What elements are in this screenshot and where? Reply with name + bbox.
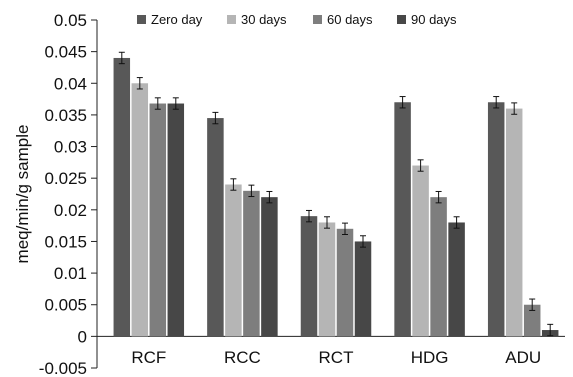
legend-label-s1: 30 days — [241, 12, 287, 27]
bar-rcf-s0 — [113, 57, 131, 337]
x-axis-labels: RCF RCC RCT HDG ADU — [131, 348, 541, 367]
bar-rct-s0 — [300, 216, 318, 337]
legend-swatch-s2 — [313, 15, 322, 24]
y-tick-label: -0.005 — [39, 359, 87, 377]
bar-hdg-s1 — [412, 165, 429, 337]
x-category-label: HDG — [411, 348, 449, 367]
bar-adu-s1 — [505, 108, 523, 337]
bars — [113, 51, 559, 337]
x-category-label: ADU — [505, 348, 541, 367]
y-axis-title: meq/min/g sample — [13, 125, 32, 264]
bar-rcc-s2 — [243, 190, 260, 337]
y-tick-label: 0.005 — [44, 296, 87, 315]
bar-rcc-s0 — [207, 118, 224, 337]
y-axis: -0.005 0 0.005 0.01 0.015 0.02 0.025 0.03 0.035 0… — [39, 11, 565, 377]
bar-rct-s1 — [318, 222, 336, 337]
x-category-label: RCT — [319, 348, 354, 367]
y-tick-label: 0.045 — [44, 43, 87, 62]
y-tick-label: 0.025 — [44, 169, 87, 188]
legend-label-s2: 60 days — [327, 12, 373, 27]
bar-rcc-s3 — [261, 197, 278, 337]
y-tick-label: 0.015 — [44, 232, 87, 251]
bar-rct-s2 — [336, 228, 354, 337]
legend-swatch-s3 — [397, 15, 406, 24]
y-tick-label: 0.03 — [54, 138, 87, 157]
x-category-label: RCC — [224, 348, 261, 367]
y-tick-label: 0.05 — [54, 11, 87, 30]
bar-rcf-s1 — [131, 83, 149, 337]
bar-adu-s0 — [487, 102, 505, 337]
y-tick-label: 0.02 — [54, 201, 87, 220]
bar-adu-s2 — [523, 304, 541, 337]
legend-label-s0: Zero day — [151, 12, 203, 27]
x-category-label: RCF — [131, 348, 166, 367]
bar-hdg-s0 — [394, 102, 411, 337]
bar-rcf-s3 — [167, 103, 185, 337]
legend: Zero day 30 days 60 days 90 days — [137, 12, 457, 27]
y-tick-label: 0.035 — [44, 106, 87, 125]
y-tick-label: 0 — [78, 327, 87, 346]
y-tick-label: 0.01 — [54, 264, 87, 283]
legend-label-s3: 90 days — [411, 12, 457, 27]
legend-swatch-s0 — [137, 15, 146, 24]
bar-rct-s3 — [354, 241, 372, 337]
bar-rcf-s2 — [149, 103, 167, 337]
legend-swatch-s1 — [227, 15, 236, 24]
bar-hdg-s2 — [430, 197, 447, 337]
y-tick-label: 0.04 — [54, 74, 87, 93]
bar-rcc-s1 — [225, 184, 242, 337]
bar-hdg-s3 — [448, 222, 465, 337]
